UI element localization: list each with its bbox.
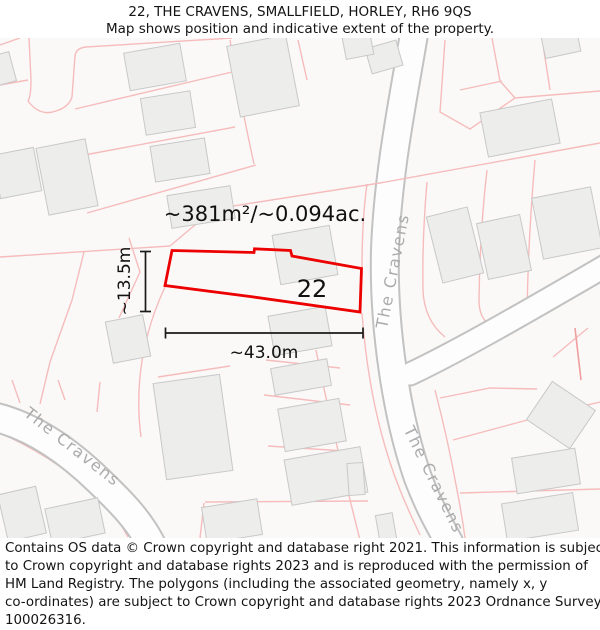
building	[152, 373, 234, 481]
height-dimension-label: ~13.5m	[115, 247, 135, 316]
building	[226, 38, 300, 118]
building	[425, 206, 485, 284]
copyright-notice: Contains OS data © Crown copyright and d…	[0, 538, 600, 628]
building	[500, 492, 580, 538]
building	[531, 186, 600, 260]
copyright-line: Contains OS data © Crown copyright and d…	[5, 541, 600, 556]
building	[346, 461, 366, 497]
building	[364, 39, 404, 75]
copyright-line: to Crown copyright and database rights 2…	[5, 559, 588, 574]
width-dimension-line	[164, 327, 364, 339]
building	[139, 90, 197, 136]
building	[200, 498, 264, 538]
building	[479, 98, 561, 158]
building	[35, 138, 99, 216]
building	[0, 146, 43, 200]
building	[277, 397, 347, 453]
map-header: 22, THE CRAVENS, SMALLFIELD, HORLEY, RH6…	[0, 0, 600, 38]
roads	[0, 38, 600, 538]
building	[271, 224, 339, 286]
building	[0, 485, 47, 538]
property-outline	[163, 247, 363, 314]
building	[475, 213, 533, 281]
width-dimension-label: ~43.0m	[230, 343, 299, 363]
building	[166, 185, 236, 229]
building	[0, 51, 18, 87]
copyright-line: HM Land Registry. The polygons (includin…	[5, 577, 548, 592]
building	[44, 497, 106, 538]
copyright-line: 100026316.	[5, 613, 86, 628]
plot-number-label: 22	[297, 275, 328, 303]
map-canvas: The Cravens The Cravens The Cravens ~13.…	[0, 38, 600, 538]
map-svg: The Cravens The Cravens The Cravens ~13.…	[0, 38, 600, 538]
copyright-line: co-ordinates) are subject to Crown copyr…	[5, 595, 600, 610]
building	[123, 42, 187, 92]
building	[374, 512, 398, 538]
buildings	[0, 38, 600, 538]
building	[341, 38, 375, 61]
building	[104, 314, 152, 364]
area-label: ~381m²/~0.094ac.	[164, 202, 366, 226]
building	[540, 38, 582, 60]
building	[149, 137, 211, 183]
building	[283, 446, 369, 506]
building	[525, 380, 597, 450]
height-dimension-line	[140, 250, 151, 313]
building	[267, 305, 333, 357]
building	[270, 358, 332, 396]
map-description-subtitle: Map shows position and indicative extent…	[105, 21, 495, 37]
property-address-title: 22, THE CRAVENS, SMALLFIELD, HORLEY, RH6…	[128, 4, 472, 20]
building	[511, 447, 581, 495]
